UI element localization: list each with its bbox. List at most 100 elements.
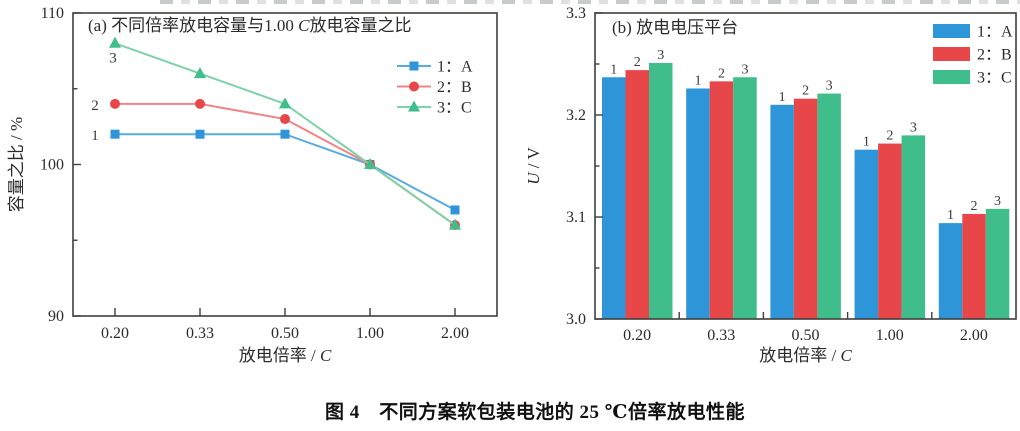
bar-value-label: 2 <box>971 199 978 214</box>
legend-label: 3：C <box>437 100 472 117</box>
series-B: 2 <box>91 98 460 231</box>
series-C: 3 <box>109 36 461 230</box>
bar-A-2.00 <box>938 223 963 319</box>
bar-value-label: 2 <box>802 84 809 99</box>
legend-label: 3：C <box>977 70 1012 87</box>
x-tick-label: 0.50 <box>271 325 299 342</box>
x-tick-label: 0.33 <box>707 327 735 344</box>
y-tick-label: 3.0 <box>566 311 586 328</box>
axis-ticks-a <box>73 12 456 317</box>
legend-item-C: 3：C <box>933 70 1012 87</box>
marker-A-0.50 <box>280 129 290 139</box>
figure-caption: 图 4 不同方案软包装电池的 25 ℃倍率放电性能 <box>324 402 746 423</box>
legend-swatch <box>933 24 970 38</box>
marker-A-0.33 <box>195 129 205 139</box>
x-tick-label: 2.00 <box>441 325 469 342</box>
series-number-label: 3 <box>109 50 117 66</box>
x-tick-label: 1.00 <box>356 325 384 342</box>
legend-swatch <box>933 70 970 84</box>
line-series-A <box>115 133 456 211</box>
bar-A-0.33 <box>686 88 710 319</box>
bar-B-0.33 <box>709 81 734 319</box>
scan-artifact-strip <box>160 0 1020 4</box>
y-tick-label: 100 <box>40 157 64 174</box>
series-number-label: 1 <box>91 128 99 144</box>
bar-A-0.20 <box>602 77 626 319</box>
legend-label: 1：A <box>437 59 473 76</box>
bar-value-label: 3 <box>910 120 917 135</box>
y-axis-title-a: 容量之比 / % <box>7 117 26 212</box>
legend-label: 2：B <box>977 47 1012 64</box>
x-axis-title-a: 放电倍率 / C <box>239 346 332 365</box>
bar-B-0.20 <box>625 70 649 320</box>
bar-C-1.00 <box>901 135 926 319</box>
bar-value-label: 2 <box>634 55 641 70</box>
chart-b: 1 1 1 1 1 2 2 2 2 2 3 3 3 3 3 3.0 3.1 3.2 3.3 0.20 0.33 0.50 1… <box>524 5 1017 365</box>
marker-A-2.00 <box>450 205 460 215</box>
legend-marker-triangle <box>408 100 420 112</box>
marker-C-1.00 <box>364 158 376 169</box>
legend-swatch <box>933 47 970 61</box>
legend-item-B: 2：B <box>397 79 472 96</box>
legend-marker-circle <box>409 81 419 92</box>
marker-C-2.00 <box>449 218 461 230</box>
bar-value-label: 1 <box>779 90 786 105</box>
bar-series-C: 3 3 3 3 3 <box>649 48 1010 319</box>
legend-item-A: 1：A <box>933 24 1013 41</box>
marker-C-0.20 <box>109 36 121 48</box>
y-tick-label: 110 <box>41 5 64 22</box>
bar-B-1.00 <box>878 143 902 319</box>
bar-value-label: 1 <box>694 73 701 88</box>
chart-a: 90 100 110 0.20 0.33 0.50 1.00 2.00 (a) 不同倍率放电容量… <box>7 5 498 365</box>
panel-b-title: (b) 放电电压平台 <box>612 18 738 37</box>
y-tick-label: 3.3 <box>566 5 586 22</box>
bar-value-label: 3 <box>826 79 833 94</box>
bar-C-0.50 <box>817 93 841 319</box>
x-tick-label: 2.00 <box>960 327 988 344</box>
bar-value-label: 1 <box>863 135 870 150</box>
bar-value-label: 3 <box>741 62 748 77</box>
bar-value-label: 1 <box>610 62 617 77</box>
panel-a-title: (a) 不同倍率放电容量与1.00 C放电容量之比 <box>88 16 411 35</box>
bar-series-B: 2 2 2 2 2 <box>625 55 986 320</box>
marker-B-0.20 <box>110 98 120 109</box>
x-tick-label: 0.33 <box>186 325 214 342</box>
axis-ticks-b <box>595 12 933 320</box>
legend-item-A: 1：A <box>397 59 473 76</box>
x-tick-label: 0.20 <box>623 327 651 344</box>
y-tick-label: 3.2 <box>566 107 586 124</box>
bar-A-1.00 <box>854 149 879 319</box>
legend-label: 1：A <box>977 24 1013 41</box>
bar-C-0.20 <box>649 62 673 319</box>
marker-C-0.33 <box>194 67 206 79</box>
marker-B-0.33 <box>195 98 205 109</box>
bar-B-2.00 <box>962 213 986 319</box>
x-tick-label: 1.00 <box>876 327 904 344</box>
legend-b: 1：A 2：B 3：C <box>933 24 1013 87</box>
bar-value-label: 2 <box>886 129 893 144</box>
y-tick-label: 3.1 <box>566 209 586 226</box>
x-axis-title-b: 放电倍率 / C <box>759 346 852 365</box>
bar-value-label: 3 <box>994 194 1001 209</box>
bar-value-label: 1 <box>947 208 954 223</box>
bar-value-label: 3 <box>657 48 664 63</box>
figure-canvas: 90 100 110 0.20 0.33 0.50 1.00 2.00 (a) 不同倍率放电容量… <box>7 5 1017 365</box>
x-tick-label: 0.20 <box>101 325 129 342</box>
bar-series-A: 1 1 1 1 1 <box>602 62 963 319</box>
legend-item-B: 2：B <box>933 47 1012 64</box>
y-tick-label: 90 <box>48 308 64 325</box>
series-A: 1 <box>91 128 460 215</box>
y-axis-title-b: U / V <box>524 147 543 185</box>
bar-C-0.33 <box>733 77 757 319</box>
plot-frame-a <box>72 12 498 317</box>
bar-A-0.50 <box>770 104 794 319</box>
legend-item-C: 3：C <box>397 100 472 117</box>
marker-C-0.50 <box>279 97 291 109</box>
series-number-label: 2 <box>91 98 99 114</box>
marker-A-0.20 <box>110 129 120 139</box>
bar-value-label: 2 <box>718 66 725 81</box>
marker-B-0.50 <box>280 114 290 125</box>
legend-label: 2：B <box>437 79 472 96</box>
x-tick-label: 0.50 <box>792 327 820 344</box>
